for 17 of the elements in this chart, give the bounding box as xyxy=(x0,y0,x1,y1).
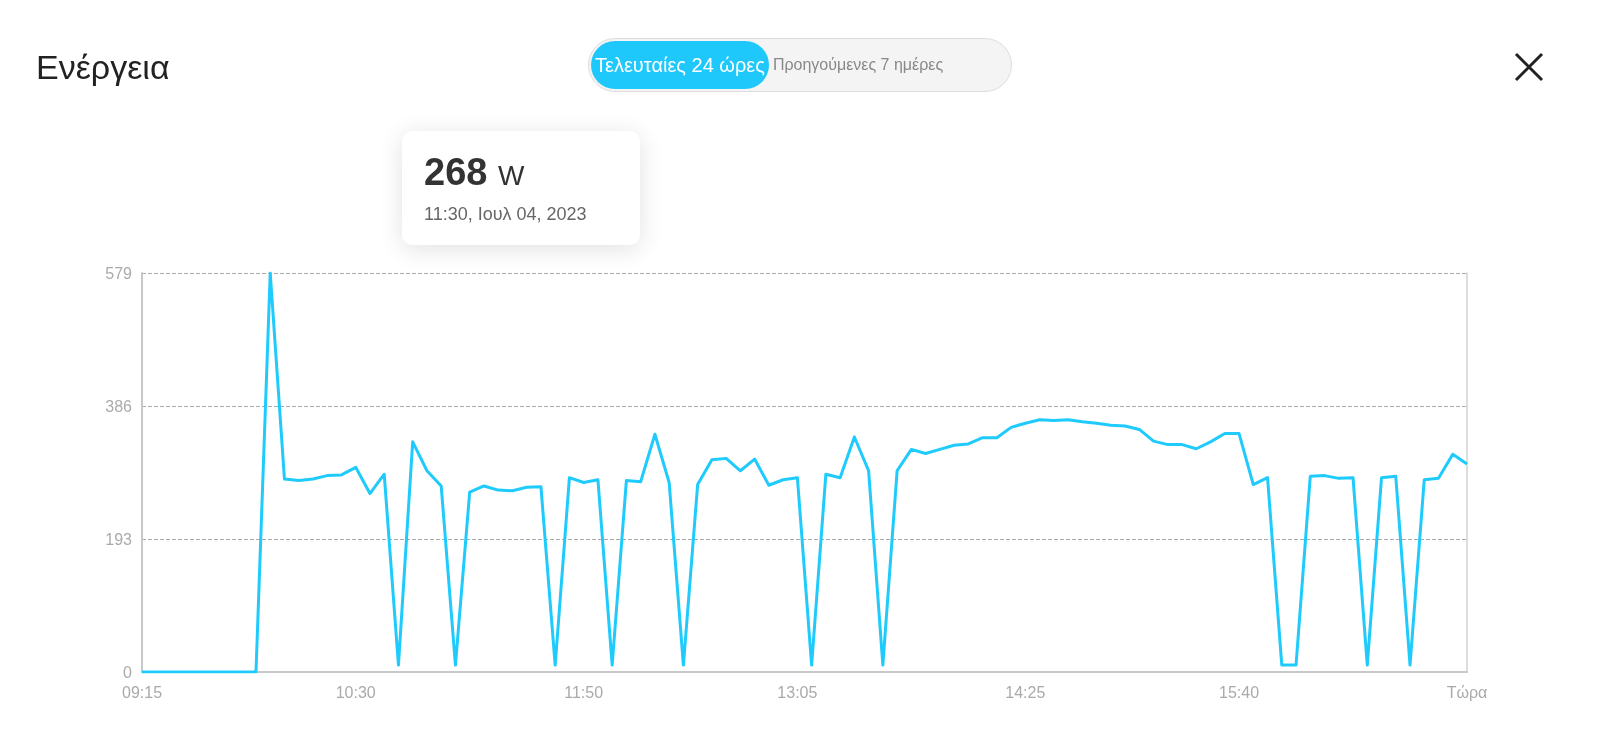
y-tick-label: 579 xyxy=(105,264,133,282)
x-tick-label: 14:25 xyxy=(1005,683,1046,701)
x-tick-label: 15:40 xyxy=(1219,683,1260,701)
x-tick-label: 10:30 xyxy=(335,683,376,701)
text: Προηγούμενες 7 ημέρες xyxy=(771,56,945,74)
text: 268 W xyxy=(424,151,526,194)
x-tick-label: 13:05 xyxy=(777,683,818,701)
chart-title: Ενέργεια xyxy=(36,48,170,87)
text: 11:30, Ιουλ 04, 2023 xyxy=(424,204,588,225)
line-series xyxy=(140,271,1469,674)
text: Τελευταίες 24 ώρες xyxy=(591,41,769,89)
x-tick-label: Τώρα xyxy=(1446,683,1488,701)
y-tick-label: 193 xyxy=(105,530,133,548)
x-tick-label: 11:50 xyxy=(564,683,604,701)
x-tick-label: 09:15 xyxy=(121,683,163,701)
y-tick-label: 386 xyxy=(105,397,133,415)
y-tick-label: 0 xyxy=(123,663,133,681)
